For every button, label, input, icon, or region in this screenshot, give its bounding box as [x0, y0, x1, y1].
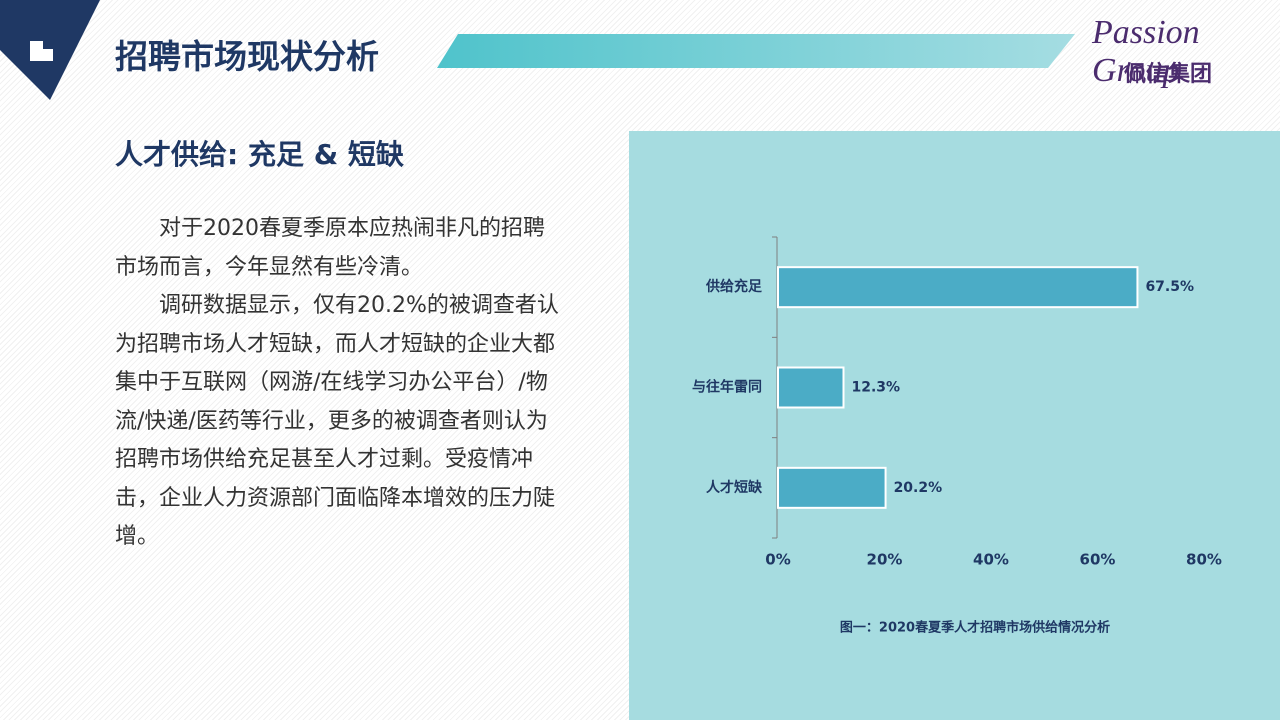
x-tick-label: 40% [973, 551, 1009, 569]
header-stripe [437, 34, 1075, 68]
y-tick-label: 供给充足 [705, 278, 763, 295]
x-tick-label: 80% [1186, 551, 1222, 569]
x-tick-label: 60% [1080, 551, 1116, 569]
bar [777, 366, 845, 409]
page-title: 招聘市场现状分析 [115, 37, 379, 76]
y-tick-label: 人才短缺 [706, 479, 763, 496]
section-title: 人才供给: 充足 & 短缺 [115, 138, 404, 171]
bar [777, 266, 1139, 309]
paragraph: 调研数据显示，仅有20.2%的被调查者认为招聘市场人才短缺，而人才短缺的企业大都… [115, 293, 559, 549]
x-tick-label: 20% [867, 551, 903, 569]
data-label: 20.2% [894, 480, 943, 496]
data-label: 67.5% [1145, 279, 1194, 295]
logo-text: Passion Group [1092, 14, 1200, 89]
chart-panel [629, 131, 1280, 720]
x-tick-label: 0% [765, 551, 790, 569]
building-icon [30, 41, 53, 61]
paragraph: 对于2020春夏季原本应热闹非凡的招聘市场而言，今年显然有些冷清。 [115, 216, 545, 280]
bar [777, 466, 887, 509]
body-text: 对于2020春夏季原本应热闹非凡的招聘市场而言，今年显然有些冷清。 调研数据显示… [115, 210, 560, 557]
y-tick-label: 与往年雷同 [692, 379, 762, 396]
header-decor [0, 0, 1075, 100]
chart-caption: 图一：2020春夏季人才招聘市场供给情况分析 [840, 620, 1110, 636]
logo-text: 佩信集团 [1124, 62, 1213, 87]
data-label: 12.3% [851, 380, 900, 396]
